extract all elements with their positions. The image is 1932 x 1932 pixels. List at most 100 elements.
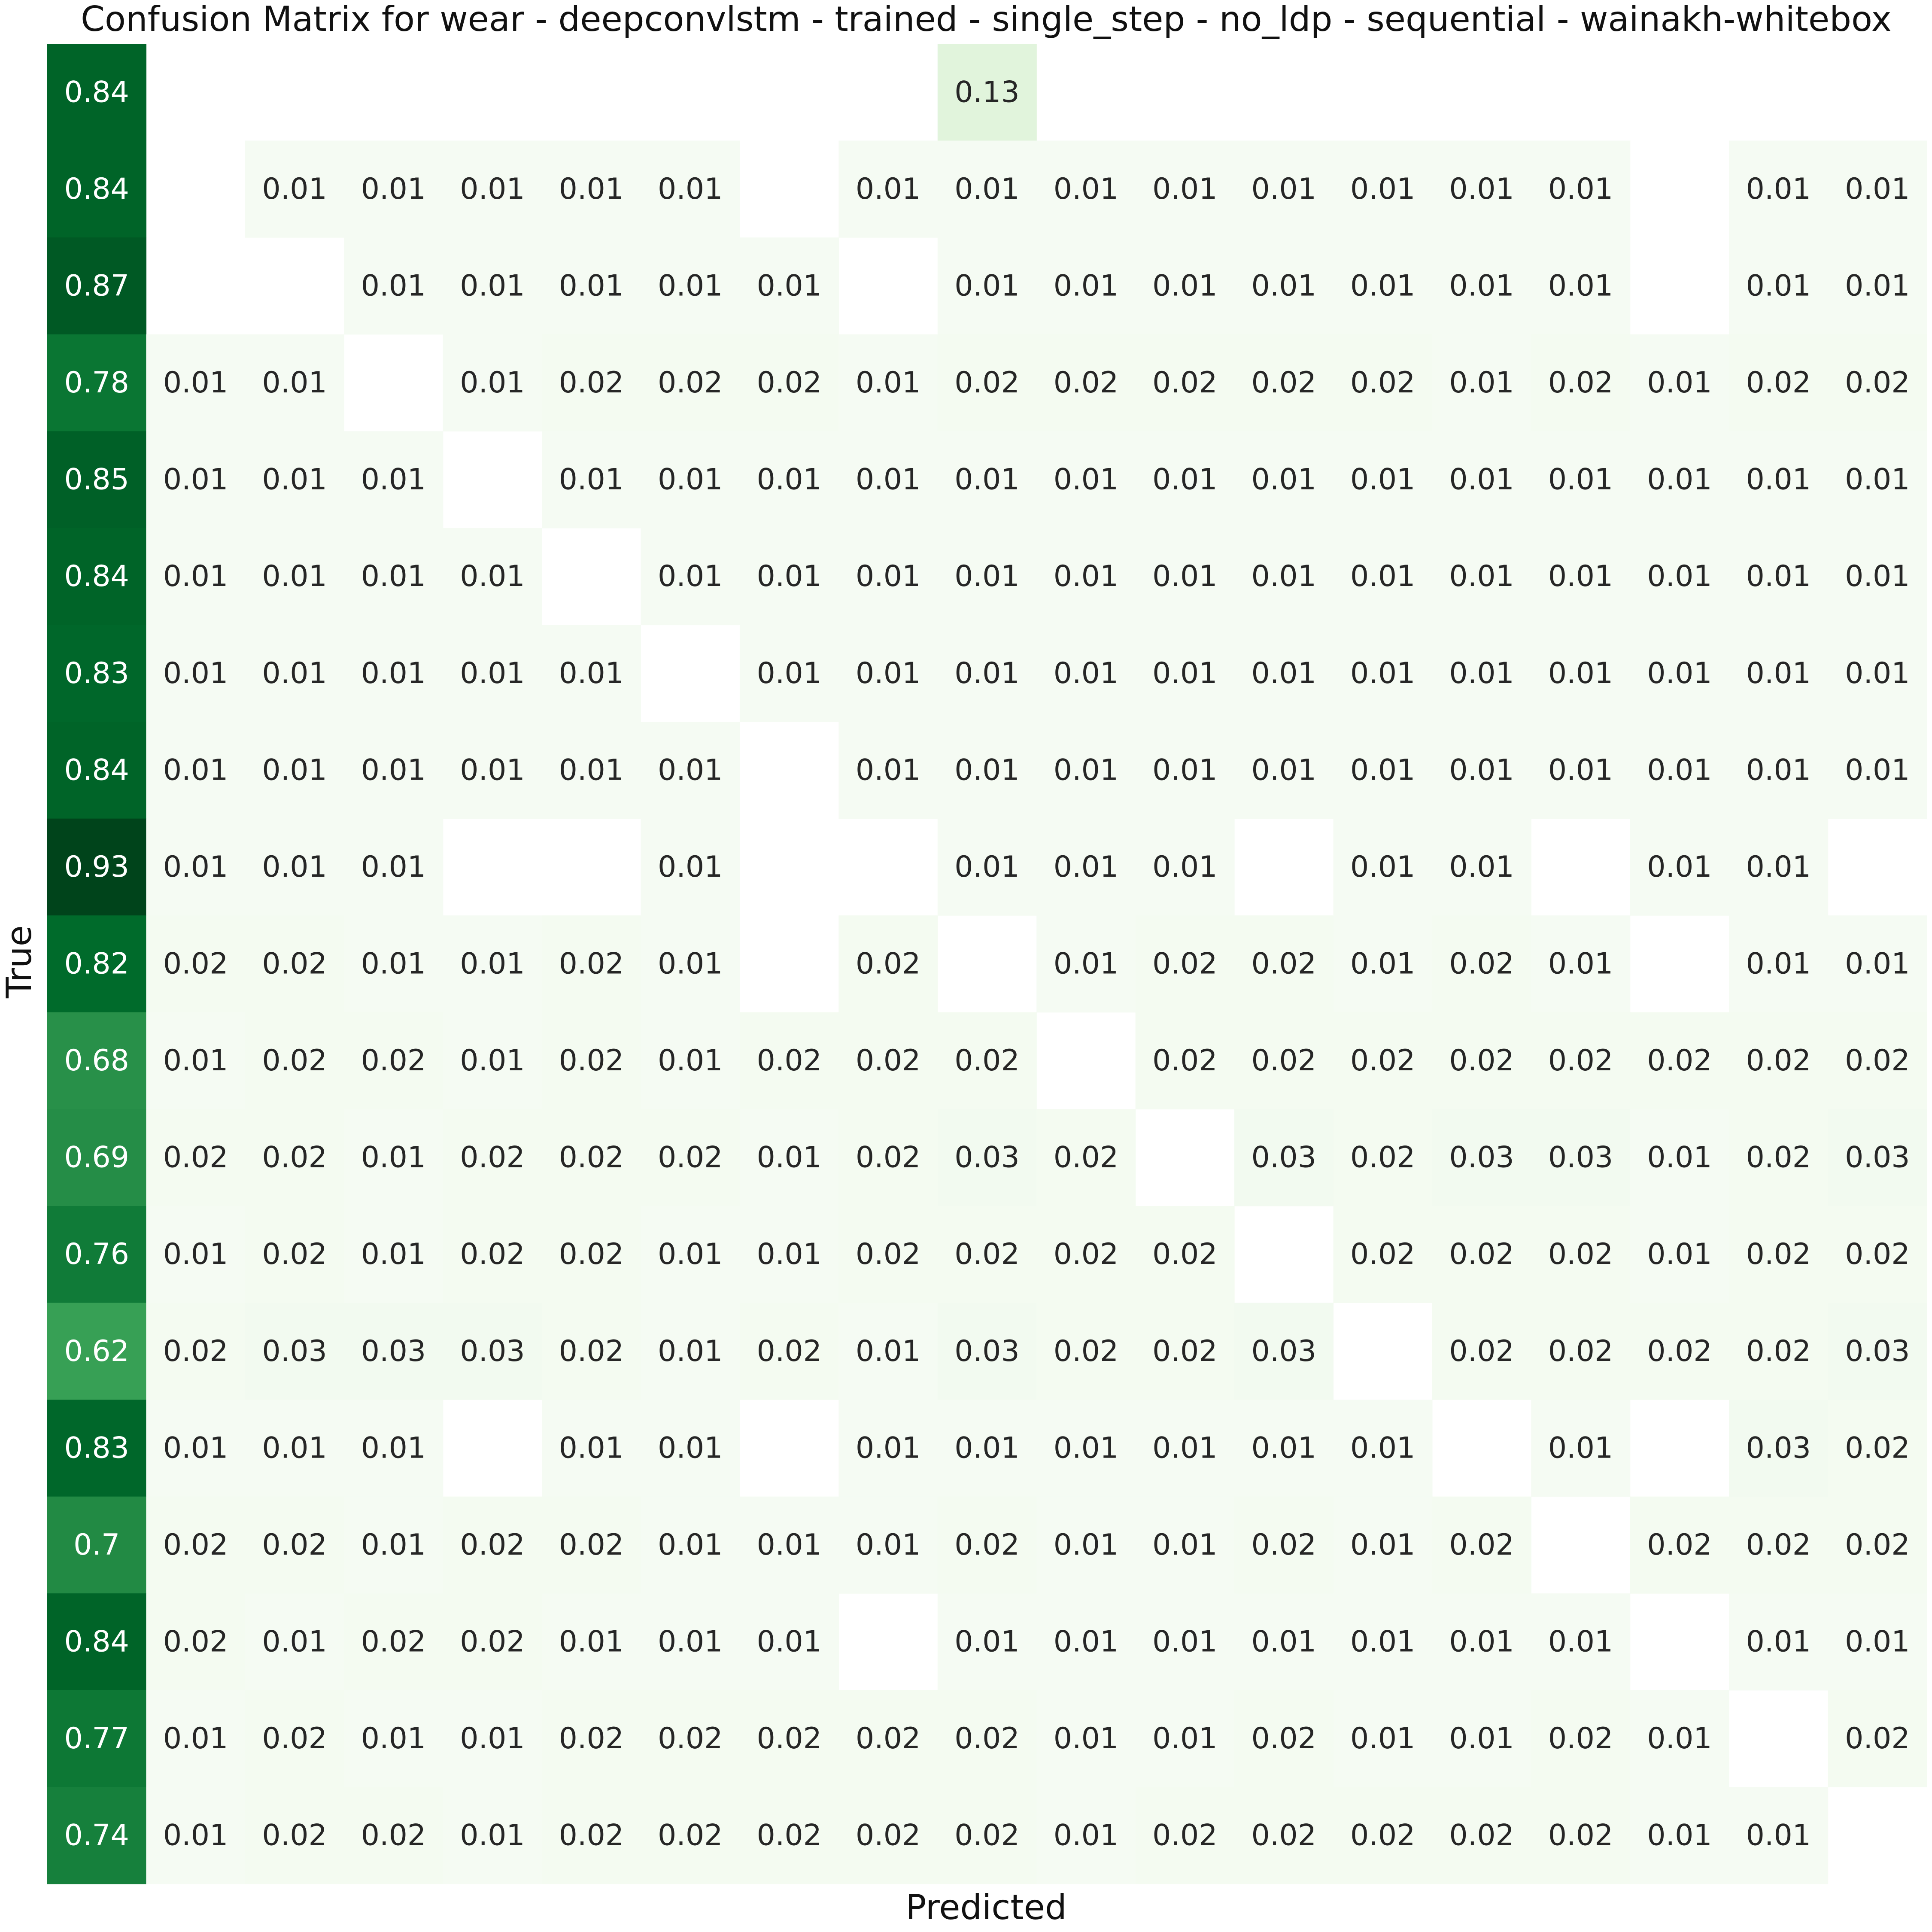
heatmap-cell-label: 0.02 xyxy=(1548,1819,1613,1853)
heatmap-cell xyxy=(1036,1303,1136,1400)
heatmap-cell xyxy=(1531,1012,1631,1109)
heatmap-cell-label: 0.01 xyxy=(361,1528,426,1562)
heatmap-cell xyxy=(838,625,938,722)
heatmap-cell-label: 0.02 xyxy=(954,1528,1019,1562)
heatmap-cell xyxy=(1828,237,1927,335)
heatmap-cell xyxy=(641,1496,740,1594)
heatmap-cell-label: 0.01 xyxy=(1845,947,1910,981)
heatmap-cell xyxy=(1234,722,1334,819)
heatmap-cell xyxy=(146,1593,246,1691)
heatmap-cell-label: 0.01 xyxy=(460,366,525,400)
heatmap-cell-label: 0.01 xyxy=(1647,656,1712,690)
heatmap-cell xyxy=(344,1400,444,1497)
heatmap-cell xyxy=(146,1012,246,1109)
heatmap-cell xyxy=(542,625,641,722)
heatmap-cell xyxy=(1630,1109,1729,1206)
heatmap-cell-label: 0.01 xyxy=(1350,463,1415,497)
heatmap-cell-label: 0.01 xyxy=(658,947,723,981)
heatmap-cell xyxy=(146,1690,246,1788)
heatmap-cell xyxy=(641,1012,740,1109)
heatmap-cell xyxy=(443,528,542,626)
heatmap-cell-label: 0.02 xyxy=(1350,1819,1415,1853)
heatmap-cell xyxy=(1234,334,1334,431)
heatmap-cell-label: 0.02 xyxy=(262,1819,327,1853)
heatmap-cell xyxy=(245,1012,344,1109)
heatmap-cell xyxy=(344,625,444,722)
heatmap-cell xyxy=(245,1109,344,1206)
heatmap-cell-label: 0.01 xyxy=(658,850,723,884)
heatmap-cell xyxy=(838,915,938,1013)
heatmap-cell xyxy=(1729,1400,1829,1497)
heatmap-cell-label: 0.02 xyxy=(954,1044,1019,1078)
heatmap-cell-label: 0.01 xyxy=(856,172,920,206)
heatmap-cell xyxy=(1036,625,1136,722)
heatmap-cell xyxy=(245,818,344,916)
heatmap-cell xyxy=(1630,1303,1729,1400)
heatmap-cell-label: 0.01 xyxy=(658,172,723,206)
heatmap-cell-label: 0.01 xyxy=(954,559,1019,593)
heatmap-cell xyxy=(344,1593,444,1691)
heatmap-cell xyxy=(1234,431,1334,529)
heatmap-cell xyxy=(1432,1303,1531,1400)
heatmap-cell xyxy=(641,818,740,916)
heatmap-cell xyxy=(1135,915,1235,1013)
heatmap-cell-label: 0.01 xyxy=(856,463,920,497)
heatmap-cell xyxy=(1729,1109,1829,1206)
heatmap-cell-label: 0.02 xyxy=(856,1819,920,1853)
heatmap-cell xyxy=(641,237,740,335)
heatmap-cell-label: 0.01 xyxy=(1845,172,1910,206)
heatmap-cell-label: 0.01 xyxy=(1252,463,1316,497)
heatmap-cell xyxy=(1828,1496,1927,1594)
heatmap-cell xyxy=(1630,334,1729,431)
heatmap-cell-label: 0.02 xyxy=(262,1722,327,1756)
heatmap-cell xyxy=(1333,1787,1433,1884)
heatmap-cell xyxy=(1432,818,1531,916)
heatmap-cell xyxy=(1432,625,1531,722)
heatmap-cell xyxy=(146,1109,246,1206)
heatmap-cell-label: 0.01 xyxy=(1054,1625,1118,1659)
heatmap-cell xyxy=(146,1787,246,1884)
heatmap-cell-label: 0.01 xyxy=(163,559,228,593)
heatmap-cell-label: 0.02 xyxy=(460,1625,525,1659)
heatmap-cell-label: 0.01 xyxy=(361,850,426,884)
heatmap-cell xyxy=(1333,1690,1433,1788)
heatmap-cell-label: 0.01 xyxy=(163,463,228,497)
heatmap-cell-label: 0.01 xyxy=(262,1431,327,1465)
heatmap-cell xyxy=(47,625,147,722)
heatmap-cell xyxy=(1828,1303,1927,1400)
heatmap-cell xyxy=(1135,334,1235,431)
heatmap-cell-label: 0.01 xyxy=(361,463,426,497)
heatmap-cell xyxy=(245,1787,344,1884)
heatmap-cell xyxy=(1630,818,1729,916)
heatmap-cell xyxy=(739,1593,839,1691)
heatmap-cell-label: 0.02 xyxy=(1845,1528,1910,1562)
heatmap-cell-label: 0.01 xyxy=(658,1528,723,1562)
heatmap-cell xyxy=(838,431,938,529)
heatmap-cell-label: 0.01 xyxy=(163,753,228,787)
heatmap-cell-label: 0.02 xyxy=(756,1722,821,1756)
heatmap-cell xyxy=(542,1206,641,1303)
heatmap-cell-label: 0.01 xyxy=(658,1044,723,1078)
heatmap-cell-label: 0.01 xyxy=(1054,1431,1118,1465)
heatmap-cell xyxy=(1135,722,1235,819)
heatmap-cell-label: 0.02 xyxy=(163,1528,228,1562)
heatmap-cell-label: 0.01 xyxy=(1647,559,1712,593)
heatmap-cell xyxy=(542,722,641,819)
heatmap-cell xyxy=(1531,1206,1631,1303)
heatmap-cell xyxy=(1234,1787,1334,1884)
heatmap-cell-label: 0.02 xyxy=(1647,1528,1712,1562)
heatmap-cell-label: 0.02 xyxy=(1449,1237,1514,1271)
heatmap-cell-label: 0.03 xyxy=(1746,1431,1811,1465)
heatmap-cell-label: 0.01 xyxy=(658,1625,723,1659)
heatmap-cell xyxy=(641,915,740,1013)
heatmap-cell-label: 0.02 xyxy=(1746,1528,1811,1562)
heatmap-cell-label: 0.01 xyxy=(1054,753,1118,787)
heatmap-cell-label: 0.02 xyxy=(658,1722,723,1756)
heatmap-cell xyxy=(1036,915,1136,1013)
heatmap-cell-label: 0.01 xyxy=(1054,1528,1118,1562)
heatmap-cell xyxy=(1333,1496,1433,1594)
heatmap-cell-label: 0.02 xyxy=(460,1528,525,1562)
heatmap-cell-label: 0.02 xyxy=(658,1141,723,1175)
heatmap-cell xyxy=(146,722,246,819)
heatmap-cell-label: 0.02 xyxy=(1350,1141,1415,1175)
